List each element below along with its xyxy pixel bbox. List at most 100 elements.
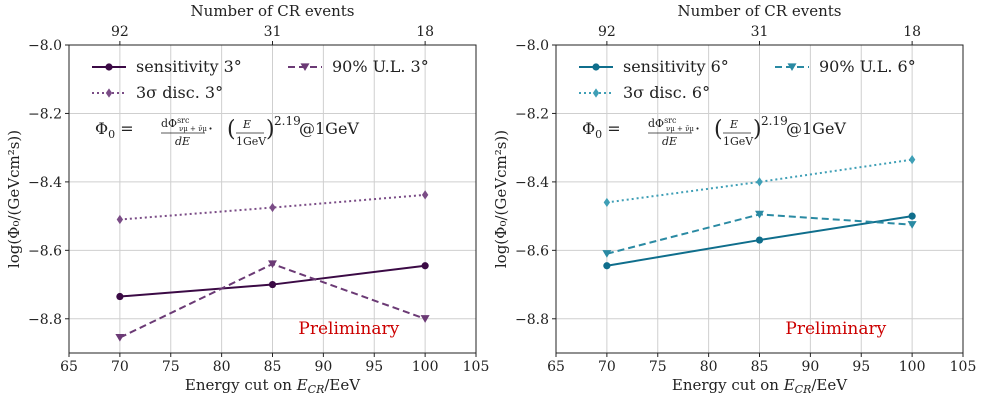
legend-label: 3σ disc. 6°	[623, 83, 710, 102]
top-axis-label: Number of CR events	[191, 2, 355, 20]
top-tick-label: 18	[416, 24, 434, 40]
formula-at: @1GeV	[299, 119, 359, 138]
x-tick-label: 100	[899, 359, 926, 375]
data-point	[420, 315, 430, 323]
top-tick-label: 92	[598, 24, 616, 40]
x-axis-label: Energy cut on ECR/EeV	[672, 376, 848, 396]
legend-marker	[300, 63, 310, 72]
paren-right: )	[266, 117, 275, 142]
formula-exponent: 2.19	[274, 114, 301, 128]
preliminary-annotation: Preliminary	[785, 319, 886, 339]
formula-dot: ·	[695, 119, 700, 138]
formula-dot: ·	[208, 119, 213, 138]
formula-gev: 1GeV	[723, 135, 754, 148]
y-tick-label: −8.6	[515, 243, 549, 259]
x-tick-label: 85	[751, 359, 769, 375]
x-tick-label: 80	[213, 359, 231, 375]
data-point	[269, 202, 276, 213]
formula-gev: 1GeV	[236, 135, 267, 148]
x-tick-label: 70	[598, 359, 616, 375]
top-tick-label: 92	[111, 24, 129, 40]
formula-denominator: dE	[175, 135, 190, 148]
x-tick-label: 70	[111, 359, 129, 375]
legend-label: sensitivity 3°	[136, 57, 242, 76]
formula-numerator: dΦsrc	[648, 116, 677, 130]
x-tick-label: 65	[60, 359, 78, 375]
x-tick-label: 85	[264, 359, 282, 375]
y-tick-label: −8.2	[515, 106, 549, 122]
legend-marker	[592, 88, 600, 98]
data-point	[755, 236, 764, 244]
top-tick-label: 18	[903, 24, 921, 40]
data-point	[115, 334, 125, 342]
legend-label: sensitivity 6°	[623, 57, 729, 76]
formula-denominator: dE	[662, 135, 677, 148]
paren-right: )	[753, 117, 762, 142]
legend-marker	[105, 88, 113, 98]
y-tick-label: −8.0	[515, 38, 549, 54]
data-point	[908, 212, 916, 220]
formula-energy: E	[729, 118, 738, 131]
x-tick-label: 75	[162, 359, 180, 375]
y-tick-label: −8.4	[28, 175, 62, 191]
y-tick-label: −8.0	[28, 38, 62, 54]
data-point	[907, 221, 917, 229]
x-tick-label: 90	[801, 359, 819, 375]
top-tick-label: 31	[264, 24, 282, 40]
y-axis-label: log(Φ₀/(GeVcm²s))	[5, 130, 23, 268]
data-point	[116, 292, 124, 301]
data-point	[602, 250, 612, 258]
y-axis-label: log(Φ₀/(GeVcm²s))	[492, 130, 510, 268]
x-axis-label: Energy cut on ECR/EeV	[185, 376, 361, 396]
x-tick-label: 95	[365, 359, 383, 375]
legend-label: 3σ disc. 3°	[136, 83, 223, 102]
legend-marker	[592, 63, 600, 71]
preliminary-annotation: Preliminary	[298, 319, 399, 339]
data-point	[755, 210, 764, 219]
data-point	[603, 262, 611, 270]
x-tick-label: 105	[950, 359, 977, 375]
y-tick-label: −8.2	[28, 106, 62, 122]
formula-energy: E	[242, 118, 251, 131]
top-tick-label: 31	[751, 24, 769, 40]
formula-lhs: Φ0 =	[95, 119, 134, 141]
series-line-2	[606, 158, 913, 204]
x-tick-label: 75	[649, 359, 667, 375]
y-tick-label: −8.6	[28, 243, 62, 259]
x-tick-label: 80	[700, 359, 718, 375]
x-tick-label: 105	[463, 359, 490, 375]
paren-left: (	[714, 117, 723, 142]
chart-panel-3deg: 65 70 75 80 85 90 95 100 105 −8.8 −8.6 −8.4 −8.2 −8.0…	[5, 2, 489, 396]
x-tick-label: 100	[412, 359, 439, 375]
formula-subscript: νμ + ν̄μ	[179, 125, 207, 133]
data-point	[421, 262, 429, 270]
data-point	[908, 155, 916, 165]
data-point	[603, 197, 611, 208]
data-point	[116, 214, 124, 225]
top-axis-label: Number of CR events	[678, 2, 842, 20]
y-tick-label: −8.8	[28, 312, 62, 328]
legend: sensitivity 6° 90% U.L. 6° 3σ disc. 6°	[579, 57, 916, 102]
y-tick-label: −8.8	[515, 312, 549, 328]
formula-lhs: Φ0 =	[582, 119, 621, 141]
x-tick-label: 65	[547, 359, 565, 375]
legend-label: 90% U.L. 6°	[819, 57, 916, 76]
legend-marker	[787, 63, 797, 72]
legend: sensitivity 3° 90% U.L. 3° 3σ disc. 3°	[92, 57, 429, 102]
x-tick-label: 90	[314, 359, 332, 375]
formula-numerator: dΦsrc	[161, 116, 190, 130]
data-point	[756, 177, 763, 187]
paren-left: (	[227, 117, 236, 142]
x-tick-label: 95	[852, 359, 870, 375]
y-tick-label: −8.4	[515, 175, 549, 191]
formula-at: @1GeV	[786, 119, 846, 138]
data-point	[268, 280, 277, 289]
legend-label: 90% U.L. 3°	[332, 57, 429, 76]
formula-exponent: 2.19	[761, 114, 788, 128]
data-point	[421, 190, 429, 200]
legend-marker	[105, 63, 113, 71]
formula-subscript: νμ + ν̄μ	[666, 125, 694, 133]
